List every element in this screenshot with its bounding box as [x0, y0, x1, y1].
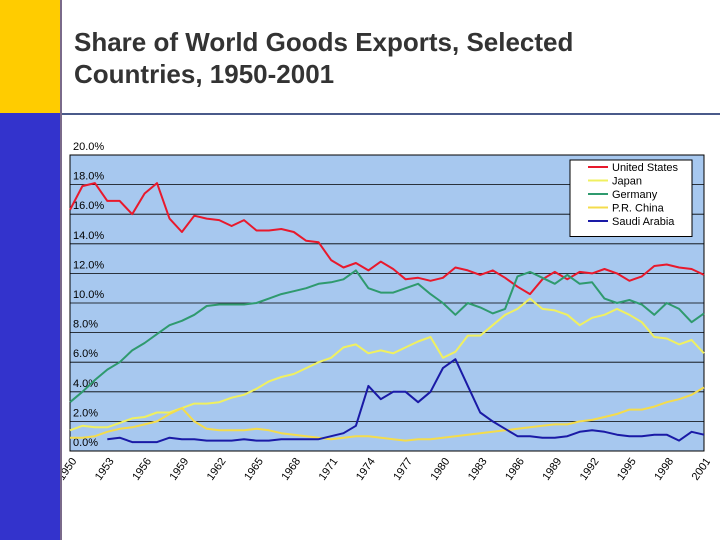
horizontal-divider: [60, 113, 720, 115]
legend-label: Germany: [612, 189, 658, 201]
x-tick-label: 1965: [242, 456, 266, 483]
legend-label: United States: [612, 162, 679, 174]
y-tick-label: 12.0%: [73, 259, 104, 271]
x-tick-label: 1983: [466, 456, 490, 483]
legend-label: Saudi Arabia: [612, 216, 675, 228]
y-tick-label: 10.0%: [73, 289, 104, 301]
accent-bar-top: [0, 0, 60, 113]
y-tick-label: 18.0%: [73, 171, 104, 183]
y-tick-label: 20.0%: [73, 141, 104, 153]
chart-area: 0.0% 2.0% 4.0% 6.0% 8.0% 10.0% 12.0% 14.0% 16.0%…: [62, 140, 710, 510]
x-tick-label: 1950: [62, 456, 79, 483]
y-tick-label: 8.0%: [73, 319, 98, 331]
y-tick-label: 16.0%: [73, 200, 104, 212]
y-tick-label: 14.0%: [73, 230, 104, 242]
legend-label: Japan: [612, 176, 642, 188]
y-tick-label: 6.0%: [73, 348, 98, 360]
x-tick-label: 1971: [317, 456, 341, 483]
x-tick-label: 1974: [354, 456, 378, 483]
accent-bar-bottom: [0, 113, 60, 540]
x-tick-label: 2001: [690, 456, 710, 483]
legend-label: P.R. China: [612, 203, 665, 215]
legend-box: [569, 159, 693, 237]
x-tick-label: 1962: [205, 456, 229, 483]
x-tick-label: 1956: [130, 456, 154, 483]
vertical-divider: [60, 0, 62, 540]
x-tick-label: 1953: [93, 456, 117, 483]
x-tick-label: 1980: [429, 456, 453, 483]
x-tick-label: 1992: [578, 456, 602, 483]
slide-title-line-2: Countries, 1950-2001: [74, 59, 335, 89]
slide-title: Share of World Goods Exports, Selected C…: [74, 26, 694, 90]
x-tick-label: 1989: [540, 456, 564, 483]
y-tick-label: 0.0%: [73, 437, 98, 449]
x-tick-label: 1986: [503, 456, 527, 483]
slide-title-line-1: Share of World Goods Exports, Selected: [74, 27, 574, 57]
series-line-p-r-china: [70, 386, 705, 442]
line-chart: 0.0% 2.0% 4.0% 6.0% 8.0% 10.0% 12.0% 14.0% 16.0%…: [62, 141, 710, 483]
x-tick-label: 1998: [652, 456, 676, 483]
series-line-saudi-arabia: [107, 358, 705, 444]
y-tick-label: 2.0%: [73, 407, 98, 419]
x-tick-label: 1977: [391, 456, 415, 483]
x-tick-label: 1995: [615, 456, 639, 483]
y-tick-label: 4.0%: [73, 378, 98, 390]
series-line-germany: [69, 269, 705, 403]
x-tick-label: 1968: [279, 456, 303, 483]
series-line-united-states: [69, 182, 705, 296]
x-tick-label: 1959: [167, 456, 191, 483]
